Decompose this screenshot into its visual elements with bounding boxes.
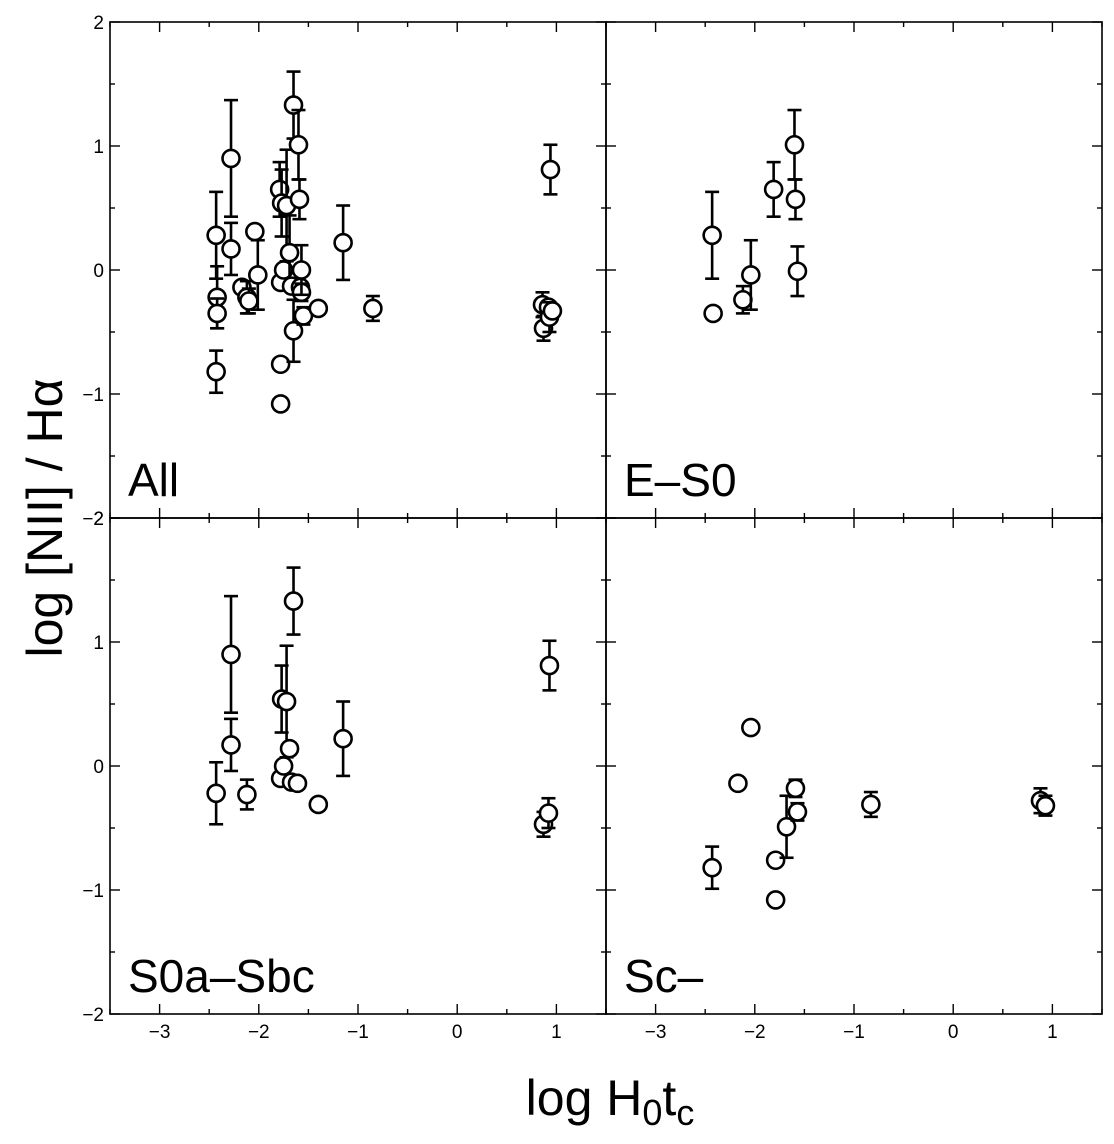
x-tick-label: −2	[744, 1022, 766, 1043]
x-tick-label: 0	[452, 1022, 463, 1043]
data-point	[289, 189, 310, 210]
data-point	[741, 717, 761, 738]
data-point	[221, 148, 241, 169]
y-tick-label: 1	[93, 633, 104, 654]
data-point	[538, 803, 559, 823]
x-tick-label: −2	[248, 1022, 270, 1043]
data-point	[765, 850, 786, 871]
data-point	[221, 644, 241, 665]
y-tick-label: 2	[93, 13, 104, 34]
data-point	[741, 265, 761, 285]
data-point	[333, 232, 353, 253]
data-point	[287, 773, 308, 794]
panel-frame	[605, 517, 1103, 1015]
y-tick-label: −1	[82, 385, 104, 406]
data-point	[283, 320, 304, 341]
x-tick-label: −3	[645, 1022, 667, 1043]
data-point	[785, 189, 806, 210]
axis-ticks	[605, 21, 1103, 519]
data-points	[206, 70, 563, 414]
data-point	[784, 134, 805, 155]
data-points	[206, 566, 560, 838]
data-point	[308, 298, 329, 319]
data-point	[333, 728, 353, 749]
axis-ticks	[605, 517, 1103, 1015]
data-point	[728, 773, 748, 794]
axis-ticks	[109, 21, 607, 519]
panel-label: S0a–Sbc	[128, 950, 315, 1002]
data-point	[221, 735, 241, 755]
panel-frame	[605, 21, 1103, 519]
data-point	[702, 225, 722, 246]
data-point	[540, 159, 561, 180]
data-points	[702, 108, 808, 324]
panel-sc-: Sc–	[605, 517, 1103, 1015]
y-tick-label: −1	[82, 881, 104, 902]
data-point	[283, 591, 304, 611]
x-tick-label: −1	[347, 1022, 369, 1043]
data-point	[539, 655, 560, 676]
data-point	[270, 354, 291, 375]
x-axis-title: log H0tc	[526, 1070, 695, 1133]
x-tick-label: 1	[551, 1022, 562, 1043]
panel-frame	[109, 517, 607, 1015]
y-tick-label: −2	[82, 1005, 104, 1026]
data-point	[237, 784, 257, 805]
panel-label: E–S0	[624, 454, 737, 506]
panel-all: All	[109, 21, 607, 519]
y-tick-label: 0	[93, 261, 104, 282]
y-tick-label: 1	[93, 137, 104, 158]
data-point	[703, 303, 723, 324]
panels-group: All E–S0 S0a–Sbc Sc–	[109, 21, 1103, 1015]
data-point	[279, 738, 300, 759]
data-point	[245, 221, 265, 242]
data-point	[207, 303, 227, 324]
data-point	[702, 857, 722, 878]
data-point	[542, 301, 563, 321]
data-point	[239, 291, 259, 311]
data-point	[273, 756, 294, 776]
y-tick-label: −2	[82, 509, 104, 530]
data-point	[291, 260, 312, 280]
data-point	[785, 778, 806, 799]
data-point	[288, 134, 309, 155]
panel-e-s0: E–S0	[605, 21, 1103, 519]
data-point	[248, 265, 268, 285]
data-point	[776, 816, 797, 837]
panel-label: All	[128, 454, 179, 506]
y-tick-label: 0	[93, 757, 104, 778]
data-point	[206, 225, 226, 246]
data-point	[293, 306, 314, 326]
x-tick-label: −3	[149, 1022, 171, 1043]
data-point	[270, 394, 291, 414]
data-point	[861, 794, 881, 815]
x-tick-label: −1	[843, 1022, 865, 1043]
data-point	[765, 890, 786, 910]
data-point	[308, 794, 329, 815]
data-point	[733, 289, 753, 310]
panel-label: Sc–	[624, 950, 704, 1002]
x-tick-label: 1	[1047, 1022, 1058, 1043]
data-points	[702, 717, 1056, 910]
data-point	[279, 242, 300, 263]
y-tick-label: 2	[93, 509, 104, 530]
data-point	[206, 783, 226, 804]
data-point	[206, 361, 226, 382]
y-axis-title: log [NII] / Hα	[17, 379, 73, 658]
x-tick-label: 0	[948, 1022, 959, 1043]
data-point	[363, 298, 383, 319]
data-point	[787, 802, 808, 822]
data-point	[787, 261, 808, 282]
data-point	[276, 691, 297, 712]
x-tick-labels: −3 −2 −1 0 1 −3 −2 −1 0 1	[149, 1022, 1058, 1043]
panel-frame	[109, 21, 607, 519]
axis-ticks	[109, 517, 607, 1015]
data-point	[221, 239, 241, 259]
data-point	[1035, 795, 1056, 816]
panel-s0a-sbc: S0a–Sbc	[109, 517, 607, 1015]
data-point	[763, 179, 784, 200]
